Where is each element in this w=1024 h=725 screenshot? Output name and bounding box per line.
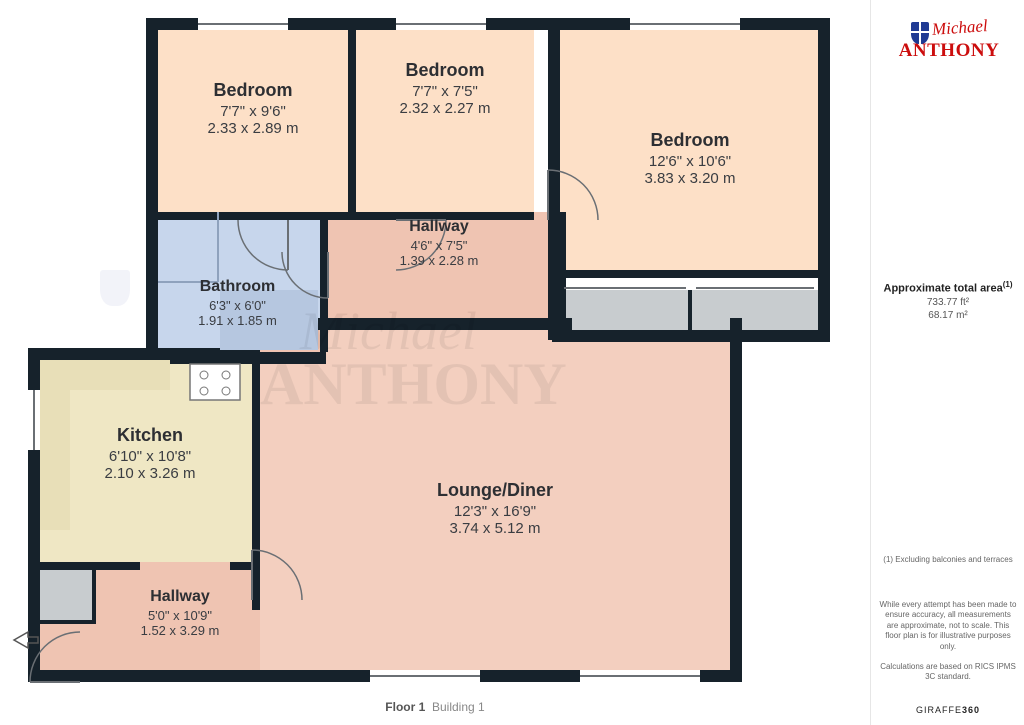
room-dims-imperial: 5'0" x 10'9" [90, 608, 270, 623]
room-dims-imperial: 12'3" x 16'9" [330, 503, 660, 520]
brand-line-2: ANTHONY [879, 40, 1019, 62]
room-dims-imperial: 7'7" x 9'6" [168, 103, 338, 120]
room-dims-imperial: 4'6" x 7'5" [336, 238, 542, 253]
area-title: Approximate total area(1) [879, 280, 1017, 295]
caption-building: Building 1 [432, 700, 485, 714]
page: Michael ANTHONY Bedroom 7'7" x 9'6" 2.33… [0, 0, 1024, 725]
caption-floor: Floor 1 [385, 700, 425, 714]
room-dims-metric: 3.74 x 5.12 m [330, 520, 660, 537]
room-name: Bedroom [168, 80, 338, 101]
area-m2: 68.17 m² [879, 310, 1017, 321]
footnote-3: Calculations are based on RICS IPMS 3C s… [879, 662, 1017, 683]
room-name: Hallway [90, 588, 270, 606]
room-label-bedroom-2: Bedroom 7'7" x 7'5" 2.32 x 2.27 m [366, 60, 524, 117]
room-name: Hallway [336, 218, 542, 236]
room-dims-imperial: 6'10" x 10'8" [60, 448, 240, 465]
room-label-bedroom-3: Bedroom 12'6" x 10'6" 3.83 x 3.20 m [576, 130, 804, 187]
room-label-bathroom: Bathroom 6'3" x 6'0" 1.91 x 1.85 m [160, 278, 315, 328]
room-label-kitchen: Kitchen 6'10" x 10'8" 2.10 x 3.26 m [60, 425, 240, 482]
room-name: Bedroom [366, 60, 524, 81]
room-dims-imperial: 7'7" x 7'5" [366, 83, 524, 100]
floorplan-canvas: Michael ANTHONY Bedroom 7'7" x 9'6" 2.33… [0, 0, 870, 725]
room-dims-metric: 1.39 x 2.28 m [336, 253, 542, 268]
credit: GIRAFFE360 [879, 705, 1017, 715]
area-title-text: Approximate total area [884, 283, 1003, 295]
room-dims-metric: 2.10 x 3.26 m [60, 465, 240, 482]
room-dims-metric: 1.91 x 1.85 m [160, 313, 315, 328]
room-label-bedroom-1: Bedroom 7'7" x 9'6" 2.33 x 2.89 m [168, 80, 338, 137]
brand-line-1: Michael [931, 16, 988, 40]
room-name: Bedroom [576, 130, 804, 151]
brand-logo: Michael ANTHONY [879, 22, 1019, 62]
room-dims-imperial: 6'3" x 6'0" [160, 298, 315, 313]
room-label-hallway-2: Hallway 5'0" x 10'9" 1.52 x 3.29 m [90, 588, 270, 638]
area-title-sup: (1) [1003, 280, 1013, 289]
room-dims-metric: 3.83 x 3.20 m [576, 170, 804, 187]
total-area-block: Approximate total area(1) 733.77 ft² 68.… [879, 280, 1017, 321]
sidebar: Michael ANTHONY Approximate total area(1… [870, 0, 1024, 725]
room-dims-metric: 2.32 x 2.27 m [366, 100, 524, 117]
room-dims-imperial: 12'6" x 10'6" [576, 153, 804, 170]
room-label-hallway-1: Hallway 4'6" x 7'5" 1.39 x 2.28 m [336, 218, 542, 268]
room-dims-metric: 1.52 x 3.29 m [90, 623, 270, 638]
room-name: Lounge/Diner [330, 480, 660, 501]
shield-icon [911, 22, 929, 44]
footnote-1: (1) Excluding balconies and terraces [879, 555, 1017, 565]
room-name: Bathroom [160, 278, 315, 296]
room-label-lounge: Lounge/Diner 12'3" x 16'9" 3.74 x 5.12 m [330, 480, 660, 537]
room-dims-metric: 2.33 x 2.89 m [168, 120, 338, 137]
area-ft: 733.77 ft² [879, 297, 1017, 308]
floor-caption: Floor 1 Building 1 [0, 700, 870, 714]
footnote-2: While every attempt has been made to ens… [879, 600, 1017, 652]
room-name: Kitchen [60, 425, 240, 446]
